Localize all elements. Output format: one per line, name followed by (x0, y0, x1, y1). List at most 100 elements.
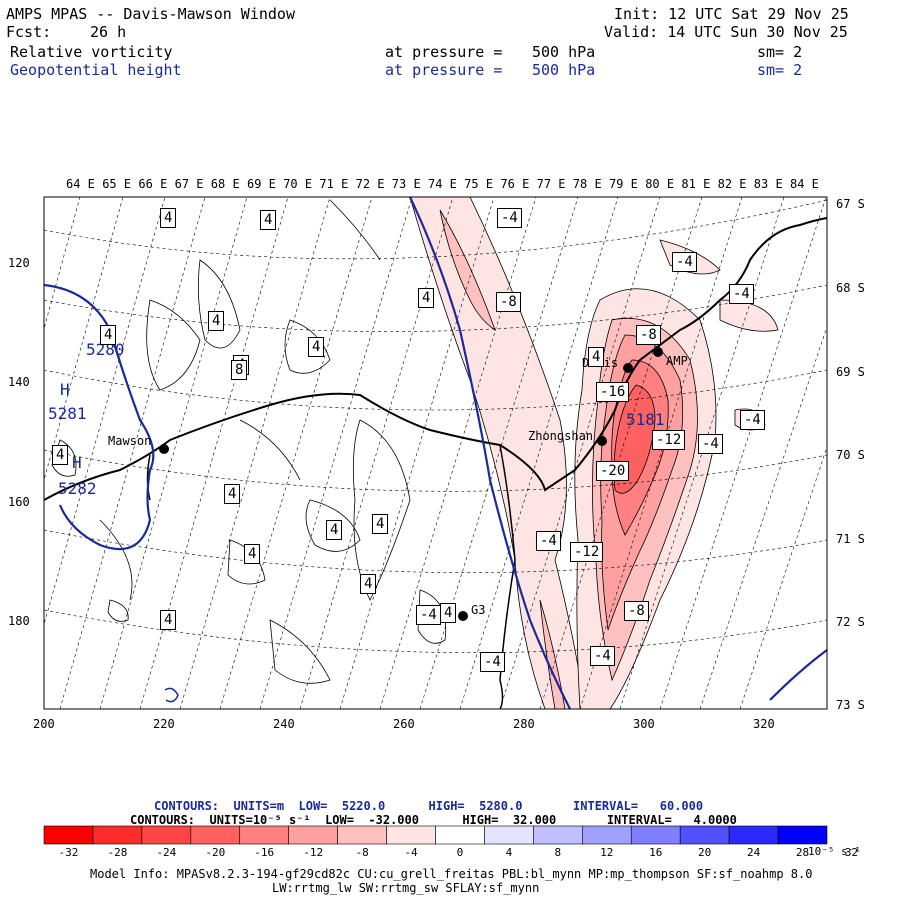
longitude-label: 78 E (572, 177, 602, 191)
vorticity-label: 4 (208, 311, 225, 331)
longitude-label: 67 E (174, 177, 204, 191)
longitude-label: 69 E (247, 177, 276, 191)
high-marker-2: H (72, 453, 82, 472)
vorticity-label: -4 (729, 284, 754, 304)
longitude-label: 64 E (66, 177, 95, 191)
field1-at: at pressure = (385, 43, 503, 61)
vorticity-label: -4 (536, 531, 561, 551)
longitude-label: 68 E (210, 177, 240, 191)
y-axis-label: 160 (8, 495, 30, 509)
vorticity-label: 4 (308, 337, 325, 357)
map-plot-area (44, 197, 827, 709)
longitude-label: 71 E (319, 177, 349, 191)
longitude-label: 65 E (102, 177, 132, 191)
vorticity-label: -12 (570, 542, 604, 562)
longitude-label: 72 E (355, 177, 385, 191)
colorbar-tick-label: 24 (746, 846, 761, 859)
field1-sm: sm= 2 (757, 43, 803, 61)
height-contour-east (769, 649, 827, 701)
vorticity-label: 4 (260, 210, 277, 230)
colorbar-swatch (288, 825, 338, 845)
vorticity-label: 4 (418, 288, 435, 308)
colorbar-tick-label: 0 (456, 846, 464, 859)
height-label-5280: 5280 (86, 340, 125, 359)
contour-info-height: CONTOURS: UNITS=m LOW= 5220.0 HIGH= 5280… (154, 799, 704, 813)
y-axis-label: 180 (8, 614, 30, 628)
vorticity-label: -4 (497, 208, 522, 228)
longitude-label: 83 E (753, 177, 783, 191)
longitude-label: 70 E (283, 177, 313, 191)
vorticity-label: 4 (100, 325, 117, 345)
colorbar (43, 825, 828, 845)
colorbar-swatch (92, 825, 143, 845)
station-amp-label: AMP (666, 354, 688, 368)
longitude-label: 66 E (138, 177, 168, 191)
model-info-line2: LW:rrtmg_lw SW:rrtmg_sw SFLAY:sf_mynn (272, 881, 540, 895)
longitude-label: 80 E (645, 177, 675, 191)
longitude-label: 82 E (717, 177, 747, 191)
coastline-inlet (499, 444, 516, 709)
vorticity-label: -8 (636, 325, 661, 345)
vorticity-label: -4 (740, 410, 765, 430)
y-axis-label: 140 (8, 375, 30, 389)
colorbar-unit: 10⁻⁵ s⁻¹ (808, 845, 861, 858)
x-axis-label: 280 (513, 717, 535, 731)
contour-info-vorticity: CONTOURS: UNITS=10⁻⁵ s⁻¹ LOW= -32.000 HI… (130, 813, 737, 827)
latitude-label: 67 S (836, 197, 865, 211)
colorbar-tick-label: -12 (303, 846, 324, 859)
vorticity-label: 4 (372, 514, 389, 534)
vorticity-label: -4 (416, 605, 441, 625)
longitude-label: 74 E (428, 177, 457, 191)
x-axis-label: 220 (153, 717, 175, 731)
colorbar-swatch (435, 825, 485, 845)
latitude-label: 69 S (836, 365, 865, 379)
colorbar-swatch (190, 825, 241, 845)
vorticity-label: 4 (326, 520, 343, 540)
colorbar-swatch (386, 825, 436, 845)
x-axis-label: 300 (633, 717, 655, 731)
colorbar-tick-label: -16 (254, 846, 275, 859)
vorticity-label: -4 (672, 252, 697, 272)
station-g3-label: G3 (471, 603, 486, 617)
map-title: AMPS MPAS -- Davis-Mawson Window (6, 5, 295, 23)
vorticity-label: 4 (244, 544, 261, 564)
height-contour-mid (409, 197, 571, 709)
latitude-label: 72 S (836, 615, 865, 629)
colorbar-tick-label: -8 (355, 846, 369, 859)
height-contour-small (164, 687, 179, 703)
vorticity-label: 4 (160, 610, 177, 630)
x-axis-label: 240 (273, 717, 295, 731)
colorbar-swatch (141, 825, 192, 845)
longitude-label: 77 E (536, 177, 566, 191)
station-zhongshan-label: Zhongshan (528, 429, 594, 443)
colorbar-tick-label: 28 (795, 846, 810, 859)
x-axis-label: 260 (393, 717, 415, 731)
colorbar-swatch (582, 825, 632, 845)
vorticity-band-lower (539, 599, 566, 709)
coastline-west (146, 454, 151, 501)
colorbar-swatch (728, 825, 779, 845)
latitude-label: 73 S (836, 698, 865, 712)
latitude-label: 70 S (836, 448, 865, 462)
forecast-label: Fcst: (6, 23, 52, 41)
colorbar-tick-label: 16 (649, 846, 663, 859)
vorticity-label: 8 (231, 360, 248, 380)
field2-at: at pressure = (385, 61, 503, 79)
height-label-5281: 5281 (48, 404, 87, 423)
station-g3-marker (458, 611, 468, 621)
valid-time: Valid: 14 UTC Sun 30 Nov 25 (604, 23, 848, 41)
colorbar-tick-label: -4 (404, 846, 418, 859)
height-label-5181: 5181 (626, 410, 665, 429)
longitude-label: 81 E (681, 177, 711, 191)
forecast-hours: 26 h (90, 23, 127, 41)
station-davis-marker (623, 363, 633, 373)
colorbar-swatch (679, 825, 730, 845)
station-amp-marker (653, 347, 663, 357)
latitude-label: 71 S (836, 532, 865, 546)
colorbar-tick-label: 12 (600, 846, 614, 859)
colorbar-tick-label: 8 (554, 846, 562, 859)
vorticity-label: -4 (480, 652, 505, 672)
height-label-5282: 5282 (58, 479, 97, 498)
vorticity-label: -4 (698, 434, 723, 454)
